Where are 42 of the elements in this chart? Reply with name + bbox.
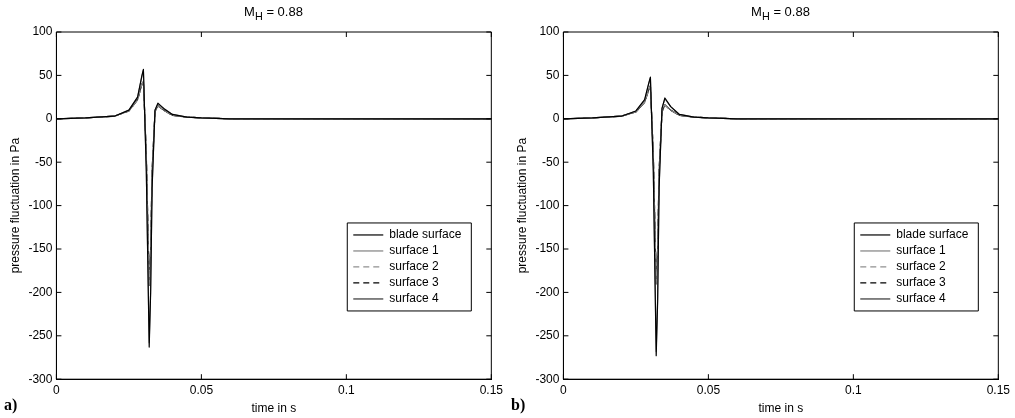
legend-label: surface 2 [896,259,946,274]
x-tick-label: 0.1 [845,382,863,397]
legend-label: surface 4 [389,291,439,306]
x-tick-label: 0.1 [338,382,356,397]
legend-label: blade surface [389,227,462,242]
y-tick-label: -300 [535,371,560,386]
y-tick-label: -100 [535,197,560,212]
y-tick-label: -250 [28,328,53,343]
x-tick-label: 0.05 [189,382,214,397]
y-tick-label: -150 [535,241,560,256]
text: a) [4,396,18,414]
text: b) [511,396,526,414]
legend-label: surface 1 [896,243,946,258]
y-tick-label: 0 [45,111,53,126]
y-tick-label: 100 [32,24,53,39]
y-tick-label: 50 [39,67,53,82]
y-tick-label: -100 [28,197,53,212]
x-tick-label: 0.05 [696,382,721,397]
chart-title: M$_{H}$ = 0.88 [243,4,304,22]
chart-title: M$_{H}$ = 0.88 [750,4,811,22]
x-axis-title: time in s [251,401,297,416]
y-tick-label: -200 [535,284,560,299]
y-tick-label: -200 [28,284,53,299]
y-tick-label: -50 [542,154,560,169]
y-tick-label: -150 [28,241,53,256]
y-axis-title: pressure fluctuation in Pa [514,137,529,274]
y-tick-label: 50 [546,67,560,82]
y-tick-label: -300 [28,371,53,386]
legend-label: surface 3 [389,275,439,290]
legend-label: blade surface [896,227,969,242]
legend-label: surface 1 [389,243,439,258]
y-tick-label: -50 [35,154,53,169]
legend-label: surface 3 [896,275,946,290]
x-axis-title: time in s [758,401,804,416]
x-tick-label: 0.15 [479,382,504,397]
y-tick-label: 100 [539,24,560,39]
x-tick-label: 0.15 [986,382,1011,397]
y-tick-label: 0 [552,111,560,126]
legend-label: surface 2 [389,259,439,274]
y-axis-title: pressure fluctuation in Pa [7,137,22,274]
y-tick-label: -250 [535,328,560,343]
legend-label: surface 4 [896,291,946,306]
